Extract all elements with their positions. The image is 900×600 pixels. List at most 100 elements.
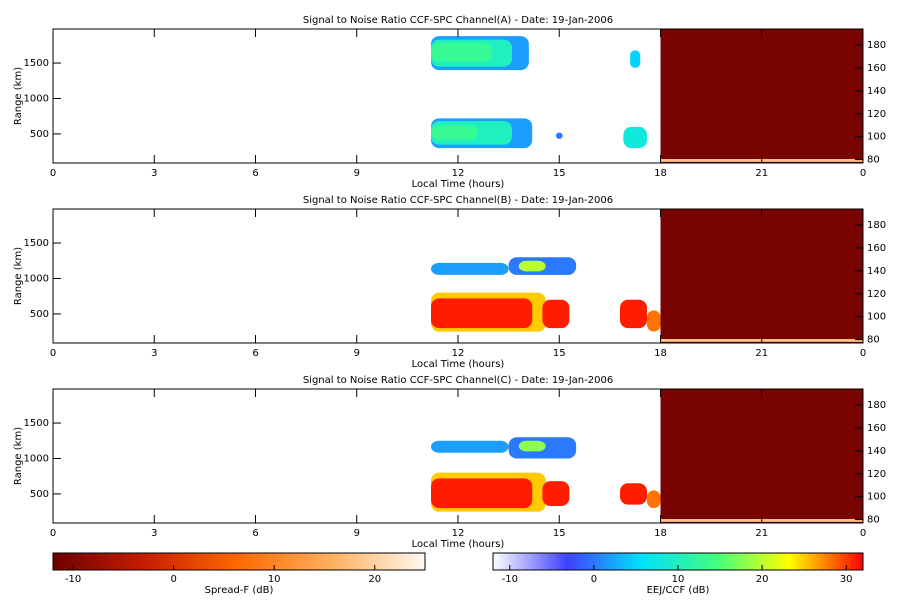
echo-region [542, 299, 570, 329]
colorbar-tick-label: -10 [65, 574, 81, 585]
y2-tick-label: 80 [867, 155, 880, 166]
colorbar-label: EEJ/CCF (dB) [647, 585, 710, 596]
eej-region [660, 29, 863, 163]
y-tick-label: 500 [30, 129, 49, 140]
y2-tick-label: 120 [867, 289, 886, 300]
colorbar-tick-label: 20 [368, 574, 381, 585]
echo-region [431, 298, 533, 329]
echo-region [518, 440, 546, 452]
echo-region [620, 483, 647, 505]
x-tick-label: 18 [654, 348, 667, 359]
y-tick-label: 1500 [24, 238, 49, 249]
x-tick-label: 12 [452, 348, 465, 359]
colorbar-tick-label: 10 [268, 574, 281, 585]
x-tick-label: 21 [755, 528, 768, 539]
y-tick-label: 1000 [24, 453, 49, 464]
x-tick-label: 9 [354, 168, 360, 179]
x-tick-label: 18 [654, 528, 667, 539]
x-tick-label: 3 [151, 168, 157, 179]
x-tick-label: 12 [452, 168, 465, 179]
y-tick-label: 1000 [24, 273, 49, 284]
plot-area [431, 29, 863, 163]
y2-tick-label: 120 [867, 469, 886, 480]
y-tick-label: 1500 [24, 58, 49, 69]
colorbar-tick-label: 0 [591, 574, 597, 585]
x-tick-label: 21 [755, 168, 768, 179]
x-tick-label: 18 [654, 168, 667, 179]
x-tick-label: 9 [354, 348, 360, 359]
echo-region [431, 440, 509, 453]
y2-tick-label: 180 [867, 40, 886, 51]
echo-region [542, 481, 570, 506]
y2-tick-label: 180 [867, 400, 886, 411]
echo-region [630, 50, 641, 68]
chart-title: Signal to Noise Ratio CCF-SPC Channel(C)… [303, 375, 613, 386]
colorbar-label: Spread-F (dB) [205, 585, 274, 596]
x-tick-label: 0 [50, 168, 56, 179]
x-axis-label: Local Time (hours) [412, 179, 505, 190]
y2-tick-label: 100 [867, 312, 886, 323]
x-tick-label: 0 [860, 528, 866, 539]
colorbar-tick-label: 0 [170, 574, 176, 585]
y-tick-label: 1500 [24, 418, 49, 429]
echo-region [431, 125, 479, 140]
colorbar-tick-label: 20 [756, 574, 769, 585]
y2-tick-label: 160 [867, 243, 886, 254]
eej-region [660, 389, 863, 523]
x-tick-label: 15 [553, 528, 566, 539]
echo-region [431, 478, 533, 509]
x-tick-label: 21 [755, 348, 768, 359]
x-tick-label: 6 [252, 168, 258, 179]
y2-tick-label: 140 [867, 266, 886, 277]
y-tick-label: 500 [30, 309, 49, 320]
x-tick-label: 0 [50, 348, 56, 359]
x-tick-label: 3 [151, 348, 157, 359]
colorbar [52, 552, 426, 571]
echo-region [620, 299, 647, 329]
y2-tick-label: 160 [867, 63, 886, 74]
plot-area [431, 389, 863, 523]
x-tick-label: 12 [452, 528, 465, 539]
y-axis-label: Range (km) [13, 67, 24, 125]
x-tick-label: 6 [252, 528, 258, 539]
echo-region [647, 310, 661, 332]
echo-region [555, 132, 563, 139]
chart-title: Signal to Noise Ratio CCF-SPC Channel(B)… [303, 195, 613, 206]
y2-tick-label: 80 [867, 335, 880, 346]
x-axis-label: Local Time (hours) [412, 539, 505, 550]
x-tick-label: 15 [553, 348, 566, 359]
echo-region [623, 126, 647, 149]
x-axis-label: Local Time (hours) [412, 359, 505, 370]
echo-region [431, 262, 509, 275]
eej-region [660, 209, 863, 343]
y2-tick-label: 140 [867, 446, 886, 457]
y2-tick-label: 80 [867, 515, 880, 526]
echo-region [647, 490, 661, 509]
x-tick-label: 0 [860, 168, 866, 179]
y-tick-label: 500 [30, 489, 49, 500]
y2-tick-label: 100 [867, 492, 886, 503]
x-tick-label: 6 [252, 348, 258, 359]
colorbar-tick-label: 30 [840, 574, 853, 585]
colorbar-tick-label: -10 [502, 574, 518, 585]
plot-area [431, 209, 863, 343]
echo-region [431, 43, 492, 62]
y2-tick-label: 180 [867, 220, 886, 231]
x-tick-label: 9 [354, 528, 360, 539]
x-tick-label: 3 [151, 528, 157, 539]
y2-tick-label: 160 [867, 423, 886, 434]
chart-title: Signal to Noise Ratio CCF-SPC Channel(A)… [303, 15, 613, 26]
x-tick-label: 0 [860, 348, 866, 359]
y-tick-label: 1000 [24, 93, 49, 104]
y2-tick-label: 100 [867, 132, 886, 143]
y-axis-label: Range (km) [13, 247, 24, 305]
x-tick-label: 15 [553, 168, 566, 179]
echo-region [518, 260, 546, 272]
colorbar-tick-label: 10 [672, 574, 685, 585]
x-tick-label: 0 [50, 528, 56, 539]
y2-tick-label: 120 [867, 109, 886, 120]
y-axis-label: Range (km) [13, 427, 24, 485]
y2-tick-label: 140 [867, 86, 886, 97]
